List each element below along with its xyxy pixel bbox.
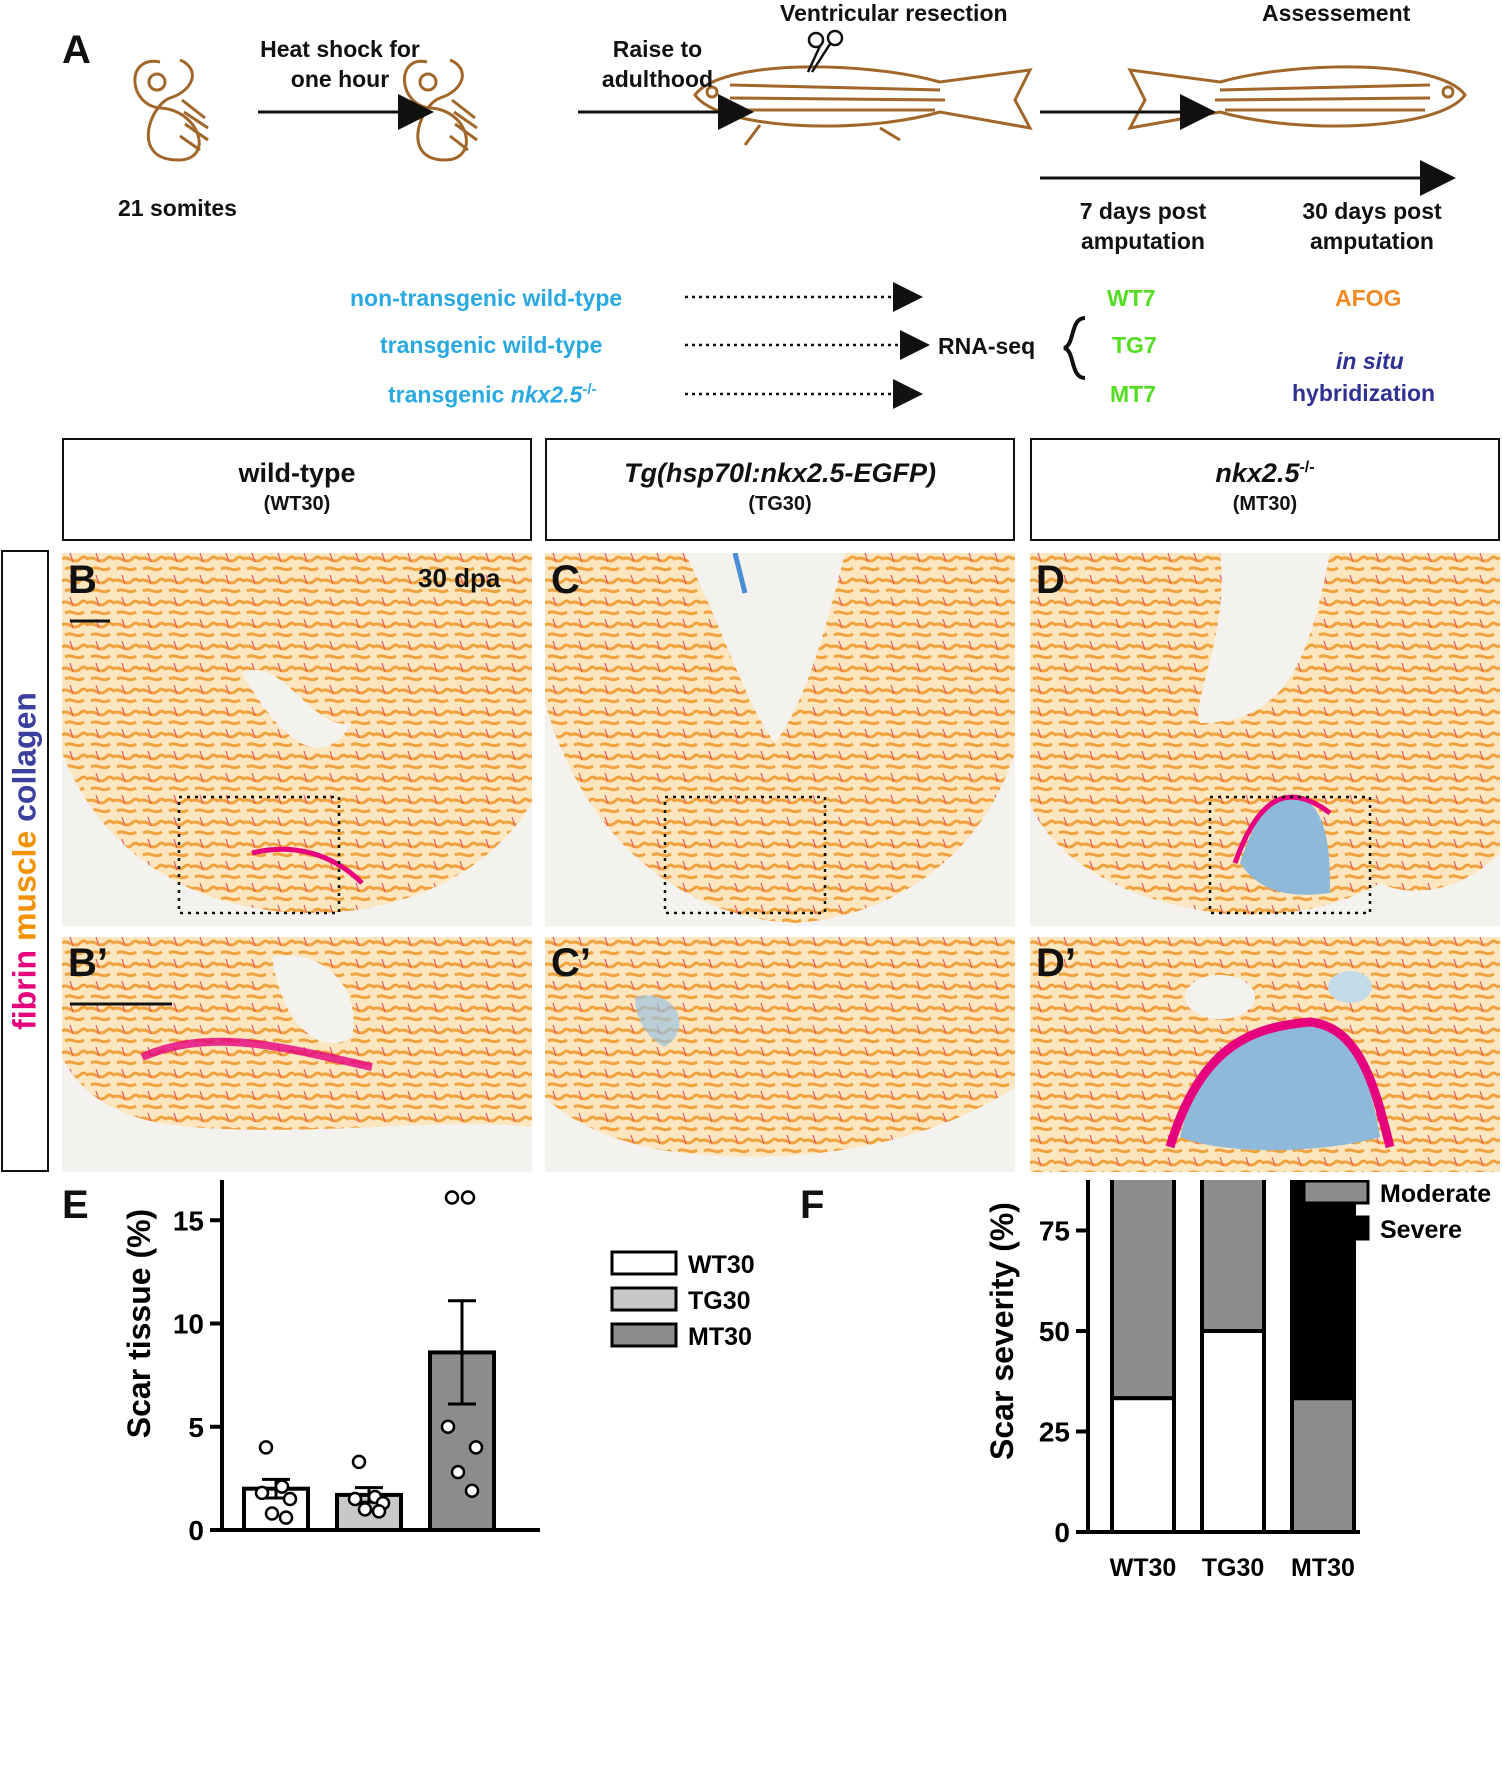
y-tick-label: 0 <box>188 1515 204 1546</box>
data-point <box>460 1190 476 1205</box>
stack-moderate-mt30 <box>1290 1396 1356 1534</box>
brace-icon <box>1062 316 1086 380</box>
method-rnaseq: RNA-seq <box>938 333 1036 359</box>
micrograph-d <box>1030 553 1500 926</box>
data-point <box>450 1464 466 1480</box>
data-point <box>278 1510 294 1525</box>
sample-wt7: WT7 <box>1107 285 1156 311</box>
data-point <box>444 1190 460 1205</box>
legend-swatch-tg30 <box>610 1286 678 1312</box>
assay-hybridization: hybridization <box>1292 380 1436 406</box>
inset-box-c <box>663 795 827 915</box>
stage-label: 21 somites <box>118 195 237 221</box>
legend-swatch-severe <box>1302 1215 1370 1241</box>
y-tick-label: 50 <box>1039 1316 1070 1347</box>
legend-label-severe: Severe <box>1380 1216 1462 1244</box>
column-header-wt: wild-type (WT30) <box>62 438 532 541</box>
label-30dpa: 30 dpa <box>418 563 501 593</box>
legend-label-moderate: Moderate <box>1380 1180 1491 1208</box>
legend-swatch-moderate <box>1302 1180 1370 1205</box>
data-point <box>464 1483 480 1499</box>
stack-moderate-tg30 <box>1200 1180 1266 1333</box>
y-tick-label: 10 <box>173 1309 204 1340</box>
schematic-diagram <box>133 29 1467 409</box>
stack-severe-mt30 <box>1290 1180 1356 1401</box>
column-header-tg: Tg(hsp70l:nkx2.5-EGFP) (TG30) <box>545 438 1015 541</box>
stack-mild-wt30 <box>1110 1396 1176 1534</box>
label-d-prime: D’ <box>1036 941 1076 985</box>
data-point <box>264 1506 280 1521</box>
group-transgenic-wt: transgenic wild-type <box>380 332 603 358</box>
stain-fibrin: fibrin <box>6 949 43 1030</box>
group-transgenic-mutant: transgenic nkx2.5-/- <box>388 381 597 408</box>
sample-tg7: TG7 <box>1112 332 1157 358</box>
micrograph-c-prime <box>545 937 1015 1172</box>
assay-afog: AFOG <box>1335 285 1402 311</box>
legend-label-wt30: WT30 <box>688 1251 755 1279</box>
y-tick-label: 75 <box>1039 1216 1070 1247</box>
embryo-icon <box>133 58 209 162</box>
stain-legend-box: fibrin muscle collagen <box>1 550 49 1172</box>
micrograph-c <box>545 553 1015 926</box>
assay-insitu: in situ <box>1336 348 1404 374</box>
stain-muscle: muscle <box>6 830 43 942</box>
y-axis-label: Scar severity (%) <box>984 1202 1020 1460</box>
micrograph-b <box>62 553 532 926</box>
column-header-mt: nkx2.5-/- (MT30) <box>1030 438 1500 541</box>
step-assessment: Assessement <box>1262 0 1411 26</box>
zebrafish-icon-assessed <box>1127 65 1467 131</box>
panel-letter-a: A <box>62 28 91 72</box>
legend-swatch-wt30 <box>610 1250 678 1276</box>
y-tick-label: 5 <box>188 1412 204 1443</box>
y-tick-label: 25 <box>1039 1417 1070 1448</box>
stain-collagen: collagen <box>6 692 43 822</box>
step-resection: Ventricular resection <box>780 0 1008 26</box>
x-tick-label: MT30 <box>1291 1554 1355 1582</box>
stack-moderate-wt30 <box>1110 1180 1176 1401</box>
data-point <box>371 1504 387 1519</box>
legend-label-mt30: MT30 <box>688 1323 752 1351</box>
micrograph-d-prime <box>1030 937 1500 1172</box>
legend-swatch-mt30 <box>610 1322 678 1348</box>
timepoint-7dpa: 7 days post amputation <box>1079 198 1207 254</box>
step-raise: Raise to adulthood <box>601 36 714 92</box>
panel-letter-e: E <box>62 1183 89 1227</box>
stack-mild-tg30 <box>1200 1329 1266 1534</box>
step-heat-shock: Heat shock for one hour <box>260 36 420 92</box>
sample-mt7: MT7 <box>1110 381 1156 407</box>
x-tick-label: WT30 <box>1110 1554 1177 1582</box>
panel-letter-f: F <box>800 1183 825 1227</box>
label-c-prime: C’ <box>551 941 591 985</box>
data-point <box>347 1491 363 1507</box>
data-point <box>282 1491 298 1507</box>
legend-label-tg30: TG30 <box>688 1287 751 1315</box>
data-point <box>440 1419 456 1434</box>
timepoint-30dpa: 30 days post amputation <box>1302 198 1442 254</box>
data-point <box>258 1440 274 1455</box>
data-point <box>254 1485 270 1501</box>
micrograph-b-prime <box>62 937 532 1172</box>
data-point <box>274 1479 290 1494</box>
group-non-transgenic: non-transgenic wild-type <box>350 285 623 311</box>
y-tick-label: 0 <box>1054 1517 1070 1548</box>
data-point <box>468 1440 484 1455</box>
zebrafish-icon <box>693 65 1033 146</box>
chart-scar-severity: 0255075100Scar severity (%)WT30TG30nsMT3… <box>984 1180 1491 1582</box>
data-point <box>351 1454 367 1470</box>
label-c: C <box>551 558 580 602</box>
label-b: B <box>68 558 97 602</box>
label-b-prime: B’ <box>68 941 108 985</box>
inset-box-b <box>177 795 341 915</box>
x-tick-label: TG30 <box>1202 1554 1265 1582</box>
data-point <box>357 1502 373 1517</box>
label-d: D <box>1036 558 1065 602</box>
scissors-icon <box>806 29 844 73</box>
y-tick-label: 15 <box>173 1205 204 1236</box>
y-axis-label: Scar tissue (%) <box>121 1209 157 1438</box>
inset-box-d <box>1208 795 1372 915</box>
